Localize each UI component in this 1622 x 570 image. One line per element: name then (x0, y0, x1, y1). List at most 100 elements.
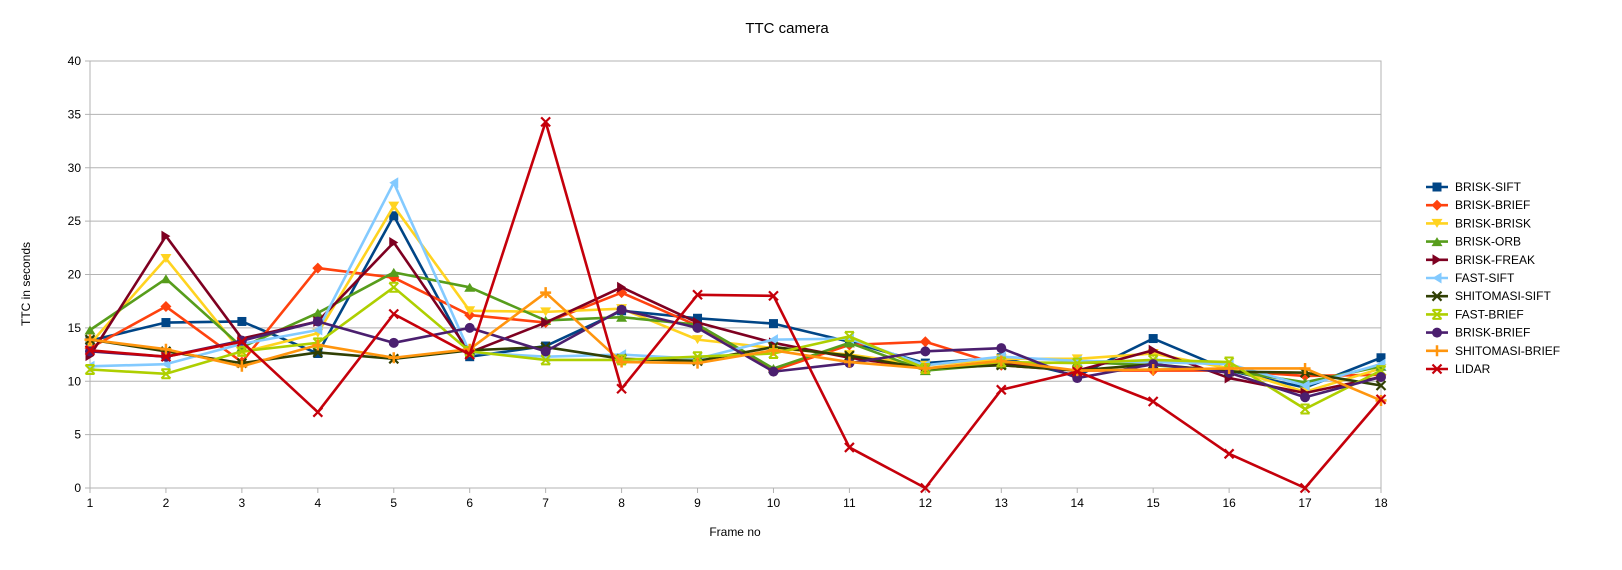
legend-entry: FAST-SIFT (1426, 271, 1515, 285)
data-point (693, 313, 703, 323)
data-point (540, 354, 551, 366)
data-point (1300, 392, 1311, 403)
data-point (388, 337, 399, 348)
data-point (768, 366, 779, 377)
data-point (1223, 448, 1235, 460)
data-point (312, 308, 324, 318)
legend-label: SHITOMASI-SIFT (1455, 289, 1551, 303)
data-point (1375, 394, 1387, 405)
data-point (843, 338, 855, 348)
legend-swatch-marker (1432, 254, 1442, 266)
x-tick-label: 13 (995, 496, 1009, 510)
series-line (89, 286, 1382, 411)
series-shitomasi-brief (84, 287, 1387, 406)
legend-label: BRISK-FREAK (1455, 253, 1535, 267)
legend: BRISK-SIFT BRISK-BRIEF BRISK-BRISK BRISK-OR… (1426, 180, 1560, 376)
data-point (312, 316, 323, 327)
legend-entry: FAST-BRIEF (1426, 307, 1524, 321)
x-tick-label: 6 (466, 496, 473, 510)
x-tick-label: 2 (163, 496, 170, 510)
data-point (236, 360, 248, 372)
data-point (919, 336, 931, 348)
legend-swatch-marker (1432, 327, 1442, 338)
legend-label: BRISK-SIFT (1455, 180, 1522, 194)
data-point (1375, 365, 1387, 377)
legend-swatch-marker (1432, 272, 1442, 284)
legend-swatch-marker (1431, 218, 1443, 228)
x-axis-label: Frame no (709, 525, 761, 539)
legend-label: BRISK-BRIEF (1455, 198, 1530, 212)
data-point (236, 345, 248, 357)
legend-entry: LIDAR (1426, 362, 1491, 376)
x-tick-label: 11 (843, 496, 856, 510)
x-tick-label: 16 (1222, 496, 1236, 510)
data-point (161, 318, 171, 328)
grid-layer (89, 60, 1382, 489)
data-point (312, 339, 324, 351)
data-point (844, 442, 855, 453)
data-point (919, 362, 931, 374)
data-point (540, 116, 551, 128)
data-point (996, 343, 1007, 354)
data-point (768, 334, 778, 346)
data-point (920, 346, 931, 357)
x-tick-label: 12 (919, 496, 933, 510)
legend-swatch-marker (1431, 199, 1443, 211)
data-point (1148, 334, 1158, 344)
x-tick-label: 5 (390, 496, 397, 510)
chart-title: TTC camera (745, 20, 829, 37)
data-point (1148, 344, 1158, 356)
x-tick-label: 1 (87, 496, 94, 510)
data-point (388, 352, 400, 364)
legend-label: LIDAR (1455, 362, 1491, 376)
data-point (617, 281, 627, 293)
data-point (1376, 371, 1386, 382)
data-point (388, 267, 400, 277)
series-line (89, 291, 1382, 402)
data-point (84, 325, 96, 335)
data-point (389, 236, 399, 248)
data-point (767, 344, 779, 356)
data-point (1147, 364, 1159, 376)
data-point (388, 281, 399, 293)
data-point (464, 282, 476, 292)
x-tick-label: 7 (542, 496, 549, 510)
x-tick-label: 15 (1146, 496, 1160, 510)
legend-entry: SHITOMASI-BRIEF (1426, 344, 1560, 358)
data-point (1223, 356, 1235, 368)
y-tick-label: 20 (68, 268, 82, 282)
legend-label: FAST-SIFT (1455, 271, 1515, 285)
data-point (388, 201, 400, 211)
data-point (84, 334, 96, 346)
y-tick-label: 40 (68, 54, 82, 68)
data-point (160, 253, 172, 263)
data-point (692, 335, 704, 345)
legend-entry: BRISK-BRISK (1426, 216, 1531, 230)
data-point (161, 230, 171, 242)
series-lidar (84, 116, 1387, 494)
data-point (84, 345, 96, 356)
x-tick-label: 18 (1374, 496, 1388, 510)
y-tick-label: 10 (68, 374, 82, 388)
series-line (89, 120, 1382, 490)
legend-label: BRISK-BRIEF (1455, 326, 1530, 340)
data-point (1072, 357, 1083, 369)
data-point (1375, 380, 1387, 391)
data-point (160, 343, 172, 355)
data-point (616, 304, 627, 315)
legend-swatch-marker (1431, 237, 1443, 247)
legend-label: SHITOMASI-BRIEF (1455, 344, 1560, 358)
y-tick-label: 35 (68, 107, 82, 121)
data-point (160, 274, 172, 284)
data-point (312, 406, 324, 418)
series-line (89, 308, 1382, 399)
data-point (1300, 380, 1310, 392)
data-point (1223, 362, 1235, 374)
data-point (389, 211, 399, 221)
data-point (996, 384, 1007, 396)
y-tick-label: 25 (68, 214, 82, 228)
data-point (692, 351, 703, 363)
